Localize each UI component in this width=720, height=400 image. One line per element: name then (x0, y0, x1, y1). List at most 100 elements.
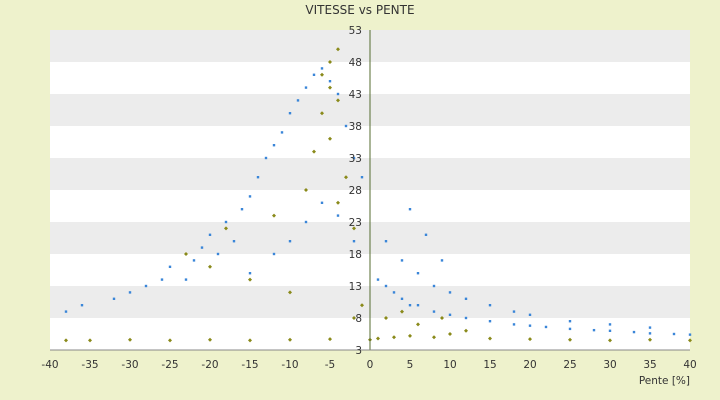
scatter-point-blue (512, 310, 516, 313)
scatter-point-olive (248, 277, 252, 282)
scatter-point-olive (432, 335, 436, 340)
scatter-point-olive (464, 328, 468, 333)
scatter-point-blue (304, 86, 308, 89)
x-axis-label: Pente [%] (639, 375, 690, 387)
scatter-point-blue (408, 208, 412, 211)
x-tick-label: 5 (407, 359, 414, 371)
scatter-point-blue (376, 278, 380, 281)
scatter-point-blue (216, 252, 220, 256)
x-tick-label: 20 (523, 359, 536, 371)
scatter-point-blue (184, 278, 188, 281)
scatter-point-blue (488, 320, 492, 323)
scatter-point-blue (432, 310, 436, 313)
scatter-point-blue (352, 156, 356, 160)
scatter-point-olive (376, 336, 380, 341)
scatter-point-blue (448, 313, 452, 316)
scatter-point-olive (688, 338, 692, 343)
scatter-point-olive (224, 226, 228, 231)
scatter-point-blue (544, 325, 548, 329)
x-tick-label: 30 (603, 359, 616, 371)
scatter-point-olive (328, 136, 332, 141)
scatter-point-blue (400, 297, 404, 300)
x-tick-label: -10 (281, 359, 298, 371)
scatter-point-blue (360, 176, 364, 179)
scatter-point-blue (440, 259, 444, 262)
scatter-point-blue (632, 330, 636, 334)
scatter-point-blue (400, 259, 404, 262)
x-tick-label: -20 (201, 359, 218, 371)
scatter-point-blue (512, 323, 516, 326)
scatter-point-blue (248, 195, 252, 198)
x-tick-label: -40 (41, 359, 58, 371)
x-tick-label: -15 (241, 359, 258, 371)
scatter-point-olive (328, 85, 332, 90)
scatter-point-blue (272, 144, 276, 147)
scatter-point-blue (352, 240, 356, 243)
scatter-point-olive (328, 60, 332, 64)
scatter-point-olive (336, 47, 340, 52)
scatter-point-blue (672, 332, 676, 336)
scatter-point-blue (384, 284, 388, 288)
scatter-point-olive (64, 338, 68, 343)
scatter-point-olive (128, 337, 132, 342)
scatter-point-olive (448, 332, 452, 336)
y-tick-label: 8 (355, 313, 362, 325)
data-points (64, 47, 692, 343)
scatter-point-blue (200, 246, 204, 249)
y-tick-label: 48 (349, 57, 362, 69)
scatter-point-olive (488, 336, 492, 341)
scatter-point-olive (608, 338, 612, 343)
scatter-point-blue (648, 332, 652, 335)
scatter-point-olive (248, 338, 252, 343)
x-tick-label: 40 (683, 359, 696, 371)
scatter-point-blue (528, 313, 532, 316)
y-tick-label: 43 (349, 89, 362, 101)
scatter-point-blue (112, 297, 116, 300)
scatter-point-olive (208, 264, 212, 269)
scatter-point-blue (528, 324, 532, 327)
scatter-point-blue (192, 259, 196, 262)
scatter-point-olive (320, 111, 324, 116)
scatter-point-blue (568, 320, 572, 323)
y-tick-label: 18 (349, 249, 362, 261)
scatter-point-blue (432, 284, 436, 288)
scatter-point-blue (168, 265, 172, 268)
scatter-point-blue (312, 73, 316, 76)
y-tick-label: 53 (349, 25, 362, 37)
scatter-point-blue (608, 329, 612, 332)
scatter-point-olive (88, 338, 92, 343)
scatter-point-blue (208, 233, 212, 236)
scatter-point-olive (336, 200, 340, 205)
scatter-point-blue (232, 240, 236, 243)
scatter-point-blue (488, 304, 492, 307)
scatter-point-olive (312, 149, 316, 154)
scatter-point-olive (400, 309, 404, 314)
scatter-point-blue (320, 201, 324, 204)
scatter-point-olive (440, 316, 444, 320)
scatter-point-blue (592, 328, 596, 332)
x-tick-label: -25 (161, 359, 178, 371)
scatter-point-olive (208, 337, 212, 342)
scatter-point-blue (128, 291, 132, 294)
scatter-point-blue (272, 252, 276, 256)
scatter-point-blue (288, 112, 292, 115)
x-tick-label: 10 (443, 359, 456, 371)
scatter-point-blue (256, 176, 260, 179)
scatter-point-olive (392, 335, 396, 340)
scatter-point-blue (296, 99, 300, 102)
scatter-point-olive (528, 337, 532, 342)
x-tick-label: -30 (121, 359, 138, 371)
scatter-point-blue (568, 327, 572, 331)
scatter-point-blue (464, 316, 468, 320)
scatter-point-olive (168, 338, 172, 343)
y-tick-label: 38 (349, 121, 362, 133)
scatter-point-blue (304, 220, 308, 224)
x-tick-label: 15 (483, 359, 496, 371)
scatter-point-blue (224, 220, 228, 224)
x-tick-label: -35 (81, 359, 98, 371)
scatter-point-blue (688, 333, 692, 336)
scatter-point-olive (184, 252, 188, 256)
scatter-point-olive (320, 72, 324, 77)
scatter-point-blue (416, 304, 420, 307)
